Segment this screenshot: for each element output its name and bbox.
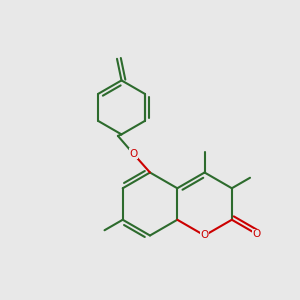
Text: O: O [253,229,261,239]
Text: O: O [200,230,209,241]
Text: O: O [129,149,138,159]
